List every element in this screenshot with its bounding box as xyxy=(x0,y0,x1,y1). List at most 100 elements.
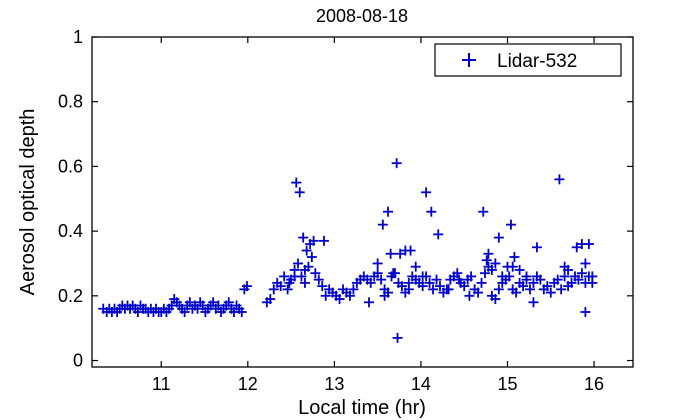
data-point xyxy=(493,284,504,295)
data-point xyxy=(486,264,497,275)
data-point xyxy=(308,235,319,246)
data-point xyxy=(559,261,570,272)
data-points xyxy=(98,158,598,343)
data-point xyxy=(483,248,494,259)
data-point xyxy=(293,258,304,269)
data-point xyxy=(478,206,489,217)
data-point xyxy=(559,271,570,282)
data-point xyxy=(524,284,535,295)
data-point xyxy=(391,158,402,169)
data-point xyxy=(377,219,388,230)
data-point xyxy=(376,274,387,285)
x-tick-label: 15 xyxy=(497,374,517,394)
data-point xyxy=(576,268,587,279)
data-point xyxy=(372,258,383,269)
data-point xyxy=(282,284,293,295)
x-axis-label: Local time (hr) xyxy=(298,397,426,419)
data-point xyxy=(552,274,563,285)
data-point xyxy=(299,264,310,275)
data-point xyxy=(476,277,487,288)
y-tick-label: 0.2 xyxy=(58,286,83,306)
legend: Lidar-532 xyxy=(434,43,622,77)
legend-marker-icon xyxy=(462,53,476,67)
data-point xyxy=(383,206,394,217)
x-axis: 11 12 13 14 15 16 xyxy=(152,37,604,394)
data-point xyxy=(426,206,437,217)
data-point xyxy=(388,268,399,279)
data-point xyxy=(265,294,276,305)
data-point xyxy=(275,281,286,292)
legend-label: Lidar-532 xyxy=(497,51,577,72)
chart-title: 2008-08-18 xyxy=(316,6,408,26)
data-point xyxy=(396,281,407,292)
data-point xyxy=(421,187,432,198)
data-point xyxy=(301,245,312,256)
y-tick-label: 0.6 xyxy=(58,156,83,176)
data-point xyxy=(184,297,195,308)
data-point xyxy=(507,261,518,272)
data-point xyxy=(497,271,508,282)
data-point xyxy=(542,281,553,292)
data-point xyxy=(490,258,501,269)
data-point xyxy=(583,239,594,250)
data-point xyxy=(573,274,584,285)
data-point xyxy=(363,297,374,308)
data-point xyxy=(192,303,203,314)
data-point xyxy=(334,294,345,305)
data-point xyxy=(545,287,556,298)
data-point xyxy=(511,287,522,298)
data-point xyxy=(521,271,532,282)
x-tick-label: 13 xyxy=(324,374,344,394)
data-point xyxy=(556,284,567,295)
data-point xyxy=(320,290,331,301)
data-point xyxy=(554,174,565,185)
data-point xyxy=(434,281,445,292)
data-point xyxy=(241,281,252,292)
data-point xyxy=(294,187,305,198)
data-point xyxy=(464,290,475,301)
data-point xyxy=(236,307,247,317)
data-point xyxy=(372,268,383,279)
data-point xyxy=(571,242,582,253)
data-point xyxy=(459,281,470,292)
data-point xyxy=(279,271,290,282)
data-point xyxy=(580,258,591,269)
data-point xyxy=(289,271,300,282)
data-point xyxy=(298,232,309,243)
data-point xyxy=(563,281,574,292)
data-point xyxy=(317,281,328,292)
data-point xyxy=(417,281,428,292)
data-point xyxy=(535,274,546,285)
y-axis: 0 0.2 0.4 0.6 0.8 1 xyxy=(58,27,633,371)
data-point xyxy=(452,268,463,279)
data-point xyxy=(179,307,190,317)
data-point xyxy=(208,297,219,308)
data-point xyxy=(344,290,355,301)
data-point xyxy=(306,252,317,262)
data-point xyxy=(518,281,529,292)
data-point xyxy=(443,284,454,295)
data-point xyxy=(433,229,444,240)
data-point xyxy=(268,284,279,295)
y-axis-label: Aerosol optical depth xyxy=(17,109,39,296)
plot-area xyxy=(91,36,634,368)
x-tick-label: 12 xyxy=(238,374,258,394)
x-tick-label: 11 xyxy=(152,374,171,394)
data-point xyxy=(365,277,376,288)
data-point xyxy=(310,268,321,279)
data-point xyxy=(379,290,390,301)
data-point xyxy=(403,277,414,288)
data-point xyxy=(509,252,520,262)
data-point xyxy=(385,248,396,259)
y-tick-label: 0.8 xyxy=(58,92,83,112)
data-point xyxy=(431,274,442,285)
data-point xyxy=(531,242,542,253)
data-point xyxy=(291,177,302,188)
data-point xyxy=(348,284,359,295)
data-point xyxy=(405,245,416,256)
y-tick-label: 0.4 xyxy=(58,221,83,241)
data-point xyxy=(395,248,406,259)
data-point xyxy=(473,287,484,298)
data-point xyxy=(505,219,516,230)
